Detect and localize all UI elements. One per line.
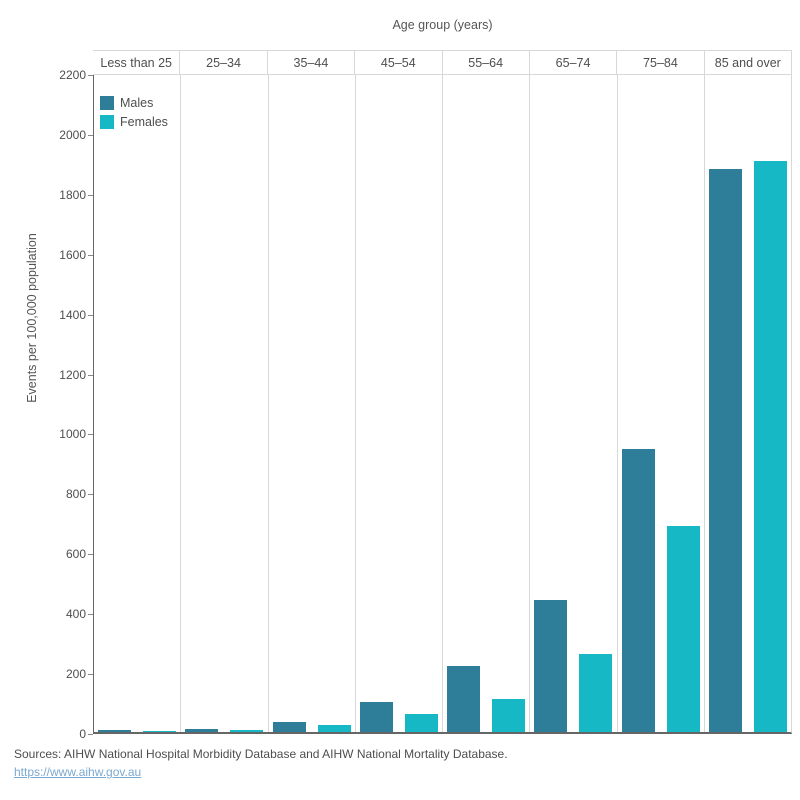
group-75-84 <box>616 75 704 732</box>
y-tick-mark-1800 <box>88 195 93 196</box>
group-35-44 <box>267 75 355 732</box>
bar-females-65-74[interactable] <box>579 653 613 732</box>
bar-females-85-and-over[interactable] <box>753 161 787 732</box>
y-tick-label-1600: 1600 <box>59 247 86 262</box>
y-tick-mark-800 <box>88 494 93 495</box>
y-axis-title: Events per 100,000 population <box>25 233 39 403</box>
column-header-less-than-25: Less than 25 <box>100 55 172 70</box>
group-less-than-25 <box>94 75 180 732</box>
column-header-35-44: 35–44 <box>266 51 354 74</box>
bar-males-85-and-over[interactable] <box>708 168 742 732</box>
y-tick-label-0: 0 <box>79 727 86 741</box>
bar-females-45-54[interactable] <box>404 714 438 732</box>
y-tick-mark-0 <box>88 734 93 735</box>
column-header-55-64: 55–64 <box>441 51 529 74</box>
y-tick-mark-400 <box>88 614 93 615</box>
bar-females-25-34[interactable] <box>230 729 264 732</box>
bar-males-35-44[interactable] <box>272 722 306 732</box>
column-header-75-84: 75–84 <box>616 51 703 74</box>
group-55-64 <box>442 75 529 732</box>
footer: Sources: AIHW National Hospital Morbidit… <box>14 747 794 781</box>
y-tick-label-600: 600 <box>65 547 86 562</box>
legend: Males Females <box>100 96 168 134</box>
column-header-25-34: 25–34 <box>179 51 266 74</box>
y-tick-label-200: 200 <box>65 667 86 682</box>
bar-males-25-34[interactable] <box>185 728 219 732</box>
column-headers: Less than 25 25–34 35–44 45–54 55–64 65–74 75–… <box>93 50 792 75</box>
bar-females-less-than-25[interactable] <box>143 730 177 732</box>
males-swatch-icon <box>100 96 114 110</box>
legend-item-males[interactable]: Males <box>100 96 168 110</box>
x-axis-group-title: Age group (years) <box>392 18 493 32</box>
sources-text: Sources: AIHW National Hospital Morbidit… <box>14 747 508 761</box>
y-tick-label-1200: 1200 <box>59 367 86 382</box>
group-85-and-over <box>703 75 791 732</box>
y-tick-mark-200 <box>88 674 93 675</box>
group-25-34 <box>180 75 267 732</box>
y-tick-mark-2200 <box>88 75 93 76</box>
y-tick-label-2000: 2000 <box>59 127 86 142</box>
females-swatch-icon <box>100 115 114 129</box>
legend-label-males: Males <box>120 96 154 110</box>
y-tick-mark-1600 <box>88 255 93 256</box>
y-tick-label-2200: 2200 <box>59 68 86 82</box>
group-65-74 <box>529 75 616 732</box>
bar-males-65-74[interactable] <box>534 600 568 732</box>
plot-area <box>93 75 792 734</box>
y-tick-mark-2000 <box>88 135 93 136</box>
column-header-45-54: 45–54 <box>354 51 441 74</box>
y-tick-mark-600 <box>88 554 93 555</box>
column-header-85-and-over: 85 and over <box>703 51 791 74</box>
y-tick-mark-1200 <box>88 375 93 376</box>
legend-item-females[interactable]: Females <box>100 115 168 129</box>
bar-males-55-64[interactable] <box>447 665 481 732</box>
bar-males-45-54[interactable] <box>359 702 393 732</box>
y-tick-label-400: 400 <box>65 607 86 622</box>
bar-females-75-84[interactable] <box>666 525 700 732</box>
bar-males-75-84[interactable] <box>621 448 655 732</box>
group-45-54 <box>354 75 442 732</box>
bar-females-35-44[interactable] <box>317 724 351 732</box>
y-tick-mark-1400 <box>88 315 93 316</box>
y-tick-label-1400: 1400 <box>59 307 86 322</box>
column-header-65-74: 65–74 <box>528 51 616 74</box>
y-tick-label-800: 800 <box>65 487 86 502</box>
y-tick-label-1800: 1800 <box>59 187 86 202</box>
bar-males-less-than-25[interactable] <box>98 729 132 732</box>
bar-females-55-64[interactable] <box>492 699 526 732</box>
y-tick-mark-1000 <box>88 434 93 435</box>
y-tick-label-1000: 1000 <box>59 427 86 442</box>
aihw-link[interactable]: https://www.aihw.gov.au <box>14 765 142 779</box>
legend-label-females: Females <box>120 115 168 129</box>
